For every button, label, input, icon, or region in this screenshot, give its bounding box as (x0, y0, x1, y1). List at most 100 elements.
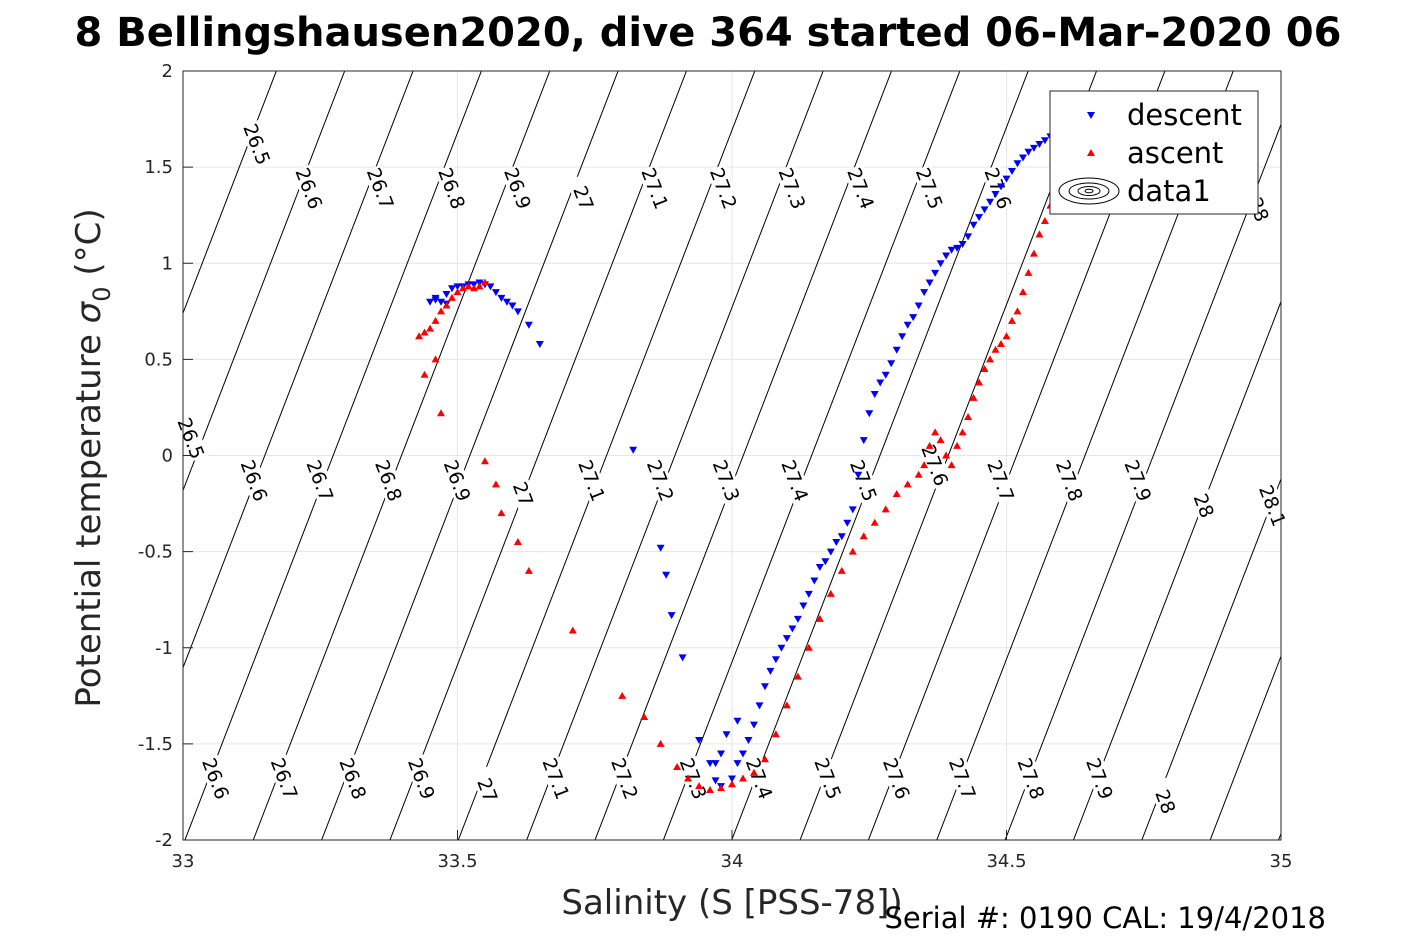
contour-label-bg (777, 456, 813, 505)
legend-contour-icon (1058, 177, 1120, 205)
ascent-point (469, 284, 478, 292)
contour-label-bg (709, 456, 744, 505)
ascent-point (656, 739, 665, 747)
descent-point (859, 437, 868, 445)
ascent-point (980, 364, 989, 372)
descent-point (711, 777, 720, 785)
descent-point (491, 289, 500, 297)
ascent-point (458, 284, 467, 292)
descent-point (771, 656, 780, 664)
isopycnal-line (389, 71, 687, 840)
descent-point (706, 760, 715, 768)
isopycnal-line (252, 71, 551, 840)
x-tick-label: 34.5 (986, 851, 1026, 872)
descent-point (804, 590, 813, 598)
contour-label-bg (303, 456, 338, 505)
descent-point (502, 298, 511, 306)
descent-point (826, 548, 835, 556)
descent-point (925, 279, 934, 287)
x-tick-label: 33 (172, 851, 195, 872)
legend-data1-label: data1 (1127, 174, 1211, 208)
ascent-point (997, 339, 1006, 347)
isopycnal-line (594, 71, 893, 840)
contour-label-bg (917, 440, 953, 490)
contour-label-bg (371, 456, 407, 505)
descent-point (431, 296, 440, 304)
ascent-point (464, 282, 473, 290)
ascent-point (936, 436, 945, 444)
ascent-point (964, 413, 973, 421)
descent-point (788, 625, 797, 633)
contour-label-bg (983, 456, 1019, 505)
descent-point (793, 615, 802, 623)
ascent-point (942, 451, 951, 459)
ascent-point (684, 774, 693, 782)
y-tick-label: -2 (155, 830, 173, 851)
isopycnal-line (1141, 477, 1281, 840)
ascent-point (1007, 316, 1016, 324)
descent-point (870, 390, 879, 398)
y-tick-label: 1.5 (144, 157, 173, 178)
descent-point (442, 291, 451, 299)
descent-point (1024, 148, 1033, 156)
ascent-point (975, 378, 984, 386)
ascent-point (497, 509, 506, 517)
ascent-point (728, 780, 736, 788)
ascent-point (771, 730, 780, 738)
y-axis-ticks: -2 -1.5 -1 -0.5 0 0.5 1 1.5 2 (138, 61, 193, 851)
descent-point (766, 667, 775, 675)
ascent-point (415, 332, 424, 340)
ascent-point (931, 428, 940, 436)
x-tick-label: 34 (721, 851, 744, 872)
x-axis-label: Salinity (S [PSS-78]) (561, 883, 902, 923)
contour-label-bg (846, 456, 882, 505)
ascent-point (837, 566, 846, 574)
isopycnal-line (457, 71, 756, 840)
descent-point (848, 506, 857, 514)
descent-point (920, 289, 929, 297)
descent-point (997, 183, 1006, 191)
ascent-point (717, 784, 726, 792)
descent-point (887, 360, 896, 368)
isopycnal-line (1339, 52, 1417, 859)
ascent-point (442, 301, 451, 309)
legend-ascent-marker (1087, 149, 1095, 156)
descent-point (678, 654, 687, 662)
contour-label-bg (810, 754, 846, 803)
contour-label-bg (706, 164, 742, 213)
ascent-point (903, 480, 912, 488)
descent-point (964, 233, 973, 241)
descent-point (749, 721, 758, 729)
descent-point (728, 775, 736, 783)
contour-label-bg (1121, 456, 1156, 505)
ascent-point (1035, 230, 1044, 238)
ascent-point (793, 672, 802, 680)
contour-label-bg (912, 164, 947, 213)
descent-point (656, 544, 665, 552)
descent-point (799, 602, 808, 610)
ascent-point (826, 589, 835, 597)
ascent-point (749, 768, 758, 776)
chart-title: 8 Bellingshausen2020, dive 364 started 0… (75, 10, 1342, 56)
contour-label-bg (879, 754, 914, 803)
descent-point (1013, 160, 1022, 168)
descent-point (980, 206, 989, 214)
descent-point (782, 635, 791, 643)
contour-label-bg (607, 754, 643, 803)
ascent-point (480, 457, 489, 465)
descent-point (969, 221, 978, 229)
contour-label-bg (237, 456, 272, 505)
contour-label-bg (500, 164, 536, 213)
ascent-point (431, 316, 440, 324)
contour-label-bg (470, 765, 505, 815)
descent-point (760, 683, 769, 691)
legend-box (1049, 90, 1259, 215)
contour-label-bg (981, 164, 1016, 213)
ascent-point (991, 345, 1000, 353)
y-axis-label-unit: (°C) (69, 208, 109, 286)
isopycnal-line (184, 71, 482, 840)
contour-label-bg (637, 164, 673, 213)
isopycnal-line (183, 71, 414, 670)
y-tick-label: -0.5 (138, 542, 173, 563)
